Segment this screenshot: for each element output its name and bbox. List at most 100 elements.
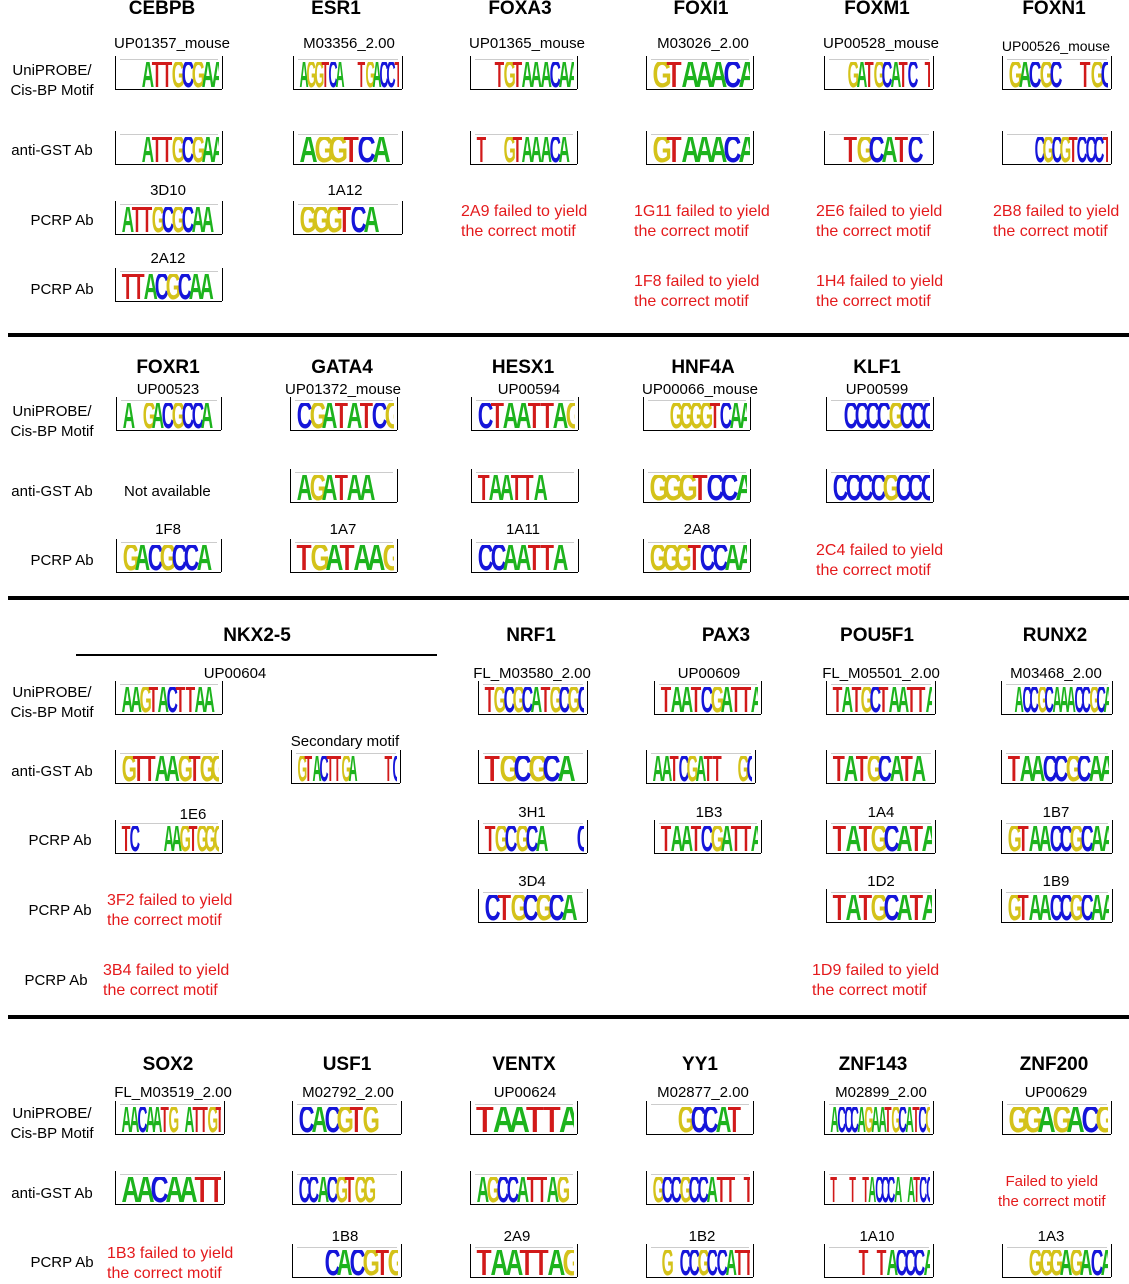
- logo-letter: A: [1014, 686, 1025, 714]
- motif-id: FL_M03580_2.00: [473, 665, 591, 682]
- logo-letter: G: [652, 61, 672, 89]
- logo-letter: A: [729, 402, 743, 430]
- tf-header: ZNF143: [838, 1054, 908, 1075]
- logo-letter: [663, 1130, 676, 1134]
- logo-letter: G: [652, 136, 672, 164]
- logo-letter: G: [309, 474, 327, 502]
- logo-letter: G: [309, 402, 327, 430]
- logo-letter: A: [522, 61, 534, 89]
- row-label-uniprobe: UniPROBE/Cis-BP Motif: [10, 403, 94, 440]
- logo-letter: A: [894, 1176, 902, 1204]
- motif-id: M02792_2.00: [302, 1084, 394, 1101]
- logo-letter: C: [898, 1106, 907, 1134]
- logo-letter: A: [299, 136, 318, 164]
- logo-letter: A: [502, 402, 519, 430]
- logo-letters: CCCCGCCC: [830, 403, 930, 430]
- logo-letter: C: [490, 544, 506, 572]
- sequence-logo: TGCGCATGCGC: [478, 681, 588, 715]
- tf-header: NRF1: [506, 625, 556, 646]
- logo-letter: A: [296, 474, 313, 502]
- antibody-id: 2A8: [683, 521, 711, 538]
- logo-letter: T: [909, 894, 923, 922]
- logo-letter: T: [533, 1249, 549, 1277]
- logo-letter: T: [743, 1250, 750, 1277]
- logo-letters: GTAACCGCAA: [1005, 895, 1109, 922]
- logo-letter: [553, 849, 563, 853]
- logo-letter: C: [698, 1176, 710, 1204]
- logo-letter: T: [832, 686, 843, 714]
- logo-letter: T: [326, 755, 335, 783]
- logo-letter: [564, 498, 575, 502]
- logo-letter: C: [883, 894, 900, 922]
- logo-letter: C: [720, 474, 739, 502]
- logo-letter: C: [843, 1106, 853, 1134]
- logo-letter: A: [502, 544, 519, 572]
- logo-letter: A: [531, 136, 543, 164]
- antibody-id: 1B3: [695, 804, 723, 821]
- tf-header: FOXN1: [1022, 0, 1086, 19]
- logo-letter: C: [349, 1249, 366, 1277]
- logo-letter: [474, 85, 483, 89]
- row-label-uniprobe: UniPROBE/Cis-BP Motif: [10, 62, 94, 99]
- failure-note: 1D9 failed to yield the correct motif: [812, 962, 940, 999]
- failure-note: 2E6 failed to yield the correct motif: [816, 203, 943, 240]
- tf-header: KLF1: [853, 357, 901, 378]
- logo-letter: A: [857, 1106, 867, 1134]
- logo-letters: GGGAGACA: [1006, 1250, 1108, 1277]
- logo-letter: G: [354, 1176, 367, 1204]
- motif-id: UP00066_mouse: [642, 381, 758, 398]
- logo-letter: T: [906, 686, 917, 714]
- logo-letter: C: [920, 475, 930, 502]
- logo-letter: A: [724, 544, 741, 572]
- logo-letter: T: [858, 894, 872, 922]
- tf-header: FOXM1: [844, 0, 910, 19]
- logo-letter: T: [1018, 825, 1030, 853]
- logo-letter: C: [878, 755, 893, 783]
- logo-letter: A: [557, 755, 576, 783]
- logo-letter: T: [743, 1177, 750, 1204]
- logo-letter: A: [122, 402, 136, 430]
- logo-letter: A: [841, 686, 854, 714]
- logo-letter: T: [730, 686, 742, 714]
- logo-letter: G: [314, 136, 334, 164]
- logo-letter: A: [845, 825, 862, 853]
- logo-letter: G: [213, 826, 219, 853]
- motif-id: M03356_2.00: [303, 35, 395, 52]
- logo-letter: G: [710, 686, 725, 714]
- logo-letter: C: [918, 1106, 928, 1134]
- logo-letter: G: [335, 1176, 349, 1204]
- sequence-logo: GGGTCCAA: [643, 539, 751, 573]
- logo-letter: [492, 160, 501, 164]
- logo-letter: A: [134, 544, 151, 572]
- logo-letter: G: [179, 825, 192, 853]
- logo-letter: A: [533, 474, 548, 502]
- logo-letter: A: [552, 402, 569, 430]
- failure-note: 1H4 failed to yield the correct motif: [816, 273, 944, 310]
- logo-letter: G: [679, 1176, 693, 1204]
- tf-header: ESR1: [311, 0, 361, 19]
- logo-letter: G: [866, 755, 883, 783]
- logo-letter: G: [299, 206, 317, 234]
- logo-letter: T: [522, 474, 535, 502]
- logo-letter: A: [152, 402, 165, 430]
- tf-header: GATA4: [311, 357, 373, 378]
- logo-letter: A: [922, 826, 932, 853]
- motif-id: UP00609: [677, 665, 741, 682]
- logo-letter: [483, 85, 492, 89]
- sequence-logo: TCAAGTGGG: [115, 820, 223, 854]
- sequence-logo: GGAGACG: [1002, 1101, 1112, 1135]
- logo-letter: G: [565, 403, 575, 430]
- logo-letter: C: [910, 402, 925, 430]
